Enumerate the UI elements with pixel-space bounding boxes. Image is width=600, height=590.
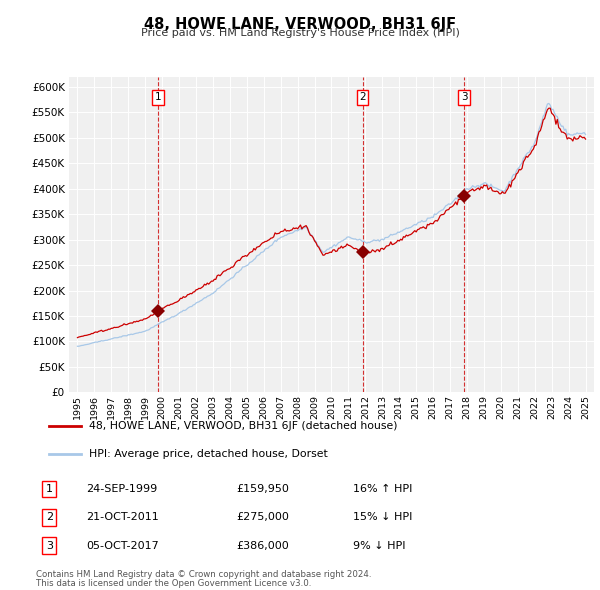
Text: 15% ↓ HPI: 15% ↓ HPI bbox=[353, 512, 412, 522]
Text: 24-SEP-1999: 24-SEP-1999 bbox=[86, 484, 157, 494]
Text: 21-OCT-2011: 21-OCT-2011 bbox=[86, 512, 159, 522]
Text: 48, HOWE LANE, VERWOOD, BH31 6JF (detached house): 48, HOWE LANE, VERWOOD, BH31 6JF (detach… bbox=[89, 421, 397, 431]
Text: £159,950: £159,950 bbox=[236, 484, 290, 494]
Text: £275,000: £275,000 bbox=[236, 512, 290, 522]
Text: This data is licensed under the Open Government Licence v3.0.: This data is licensed under the Open Gov… bbox=[36, 579, 311, 588]
Text: 48, HOWE LANE, VERWOOD, BH31 6JF: 48, HOWE LANE, VERWOOD, BH31 6JF bbox=[144, 17, 456, 31]
Text: 3: 3 bbox=[461, 92, 467, 102]
Text: 05-OCT-2017: 05-OCT-2017 bbox=[86, 540, 159, 550]
Text: 9% ↓ HPI: 9% ↓ HPI bbox=[353, 540, 406, 550]
Text: 2: 2 bbox=[359, 92, 366, 102]
Text: £386,000: £386,000 bbox=[236, 540, 289, 550]
Text: Price paid vs. HM Land Registry's House Price Index (HPI): Price paid vs. HM Land Registry's House … bbox=[140, 28, 460, 38]
Text: 3: 3 bbox=[46, 540, 53, 550]
Text: 2: 2 bbox=[46, 512, 53, 522]
Text: 16% ↑ HPI: 16% ↑ HPI bbox=[353, 484, 412, 494]
Text: 1: 1 bbox=[46, 484, 53, 494]
Text: 1: 1 bbox=[155, 92, 161, 102]
Text: HPI: Average price, detached house, Dorset: HPI: Average price, detached house, Dors… bbox=[89, 448, 328, 458]
Text: Contains HM Land Registry data © Crown copyright and database right 2024.: Contains HM Land Registry data © Crown c… bbox=[36, 570, 371, 579]
